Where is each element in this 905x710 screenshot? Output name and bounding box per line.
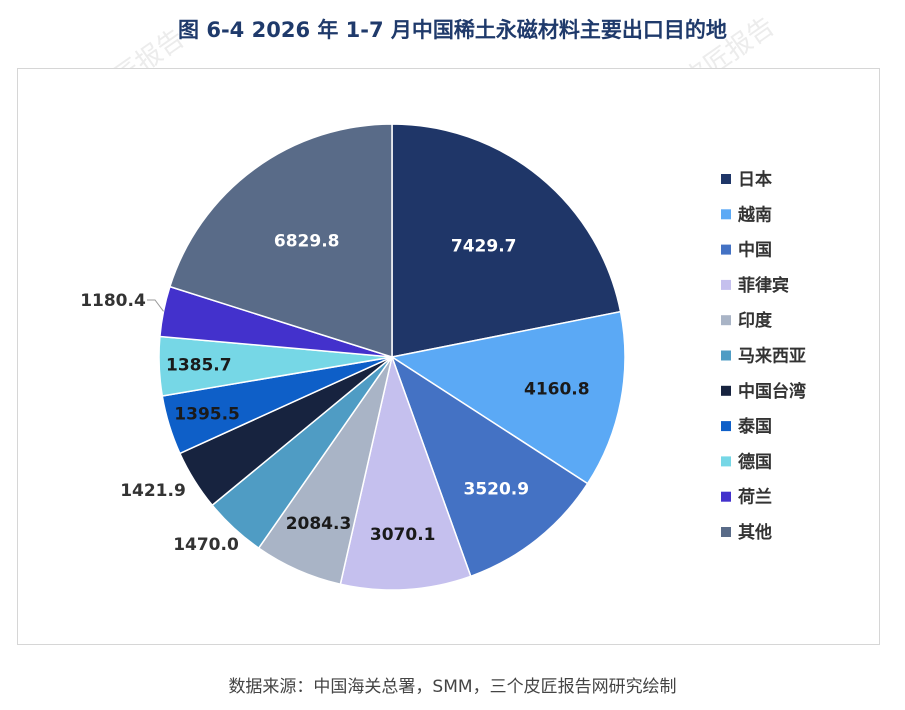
data-label: 2084.3 — [286, 514, 352, 534]
data-label: 3520.9 — [463, 479, 529, 499]
legend-swatch — [721, 385, 731, 396]
pie-slice-4 — [339, 354, 472, 591]
data-label: 3070.1 — [370, 525, 436, 545]
legend-swatch — [721, 209, 731, 220]
legend-label: 泰国 — [738, 416, 772, 437]
legend-swatch — [721, 174, 731, 184]
legend-swatch — [721, 279, 731, 290]
legend-swatch — [721, 315, 731, 326]
data-label: 1395.5 — [174, 405, 240, 425]
legend-label: 日本 — [738, 169, 772, 190]
legend-label: 菲律宾 — [738, 275, 789, 296]
data-source: 数据来源：中国海关总署，SMM，三个皮匠报告网研究绘制 — [228, 677, 677, 697]
legend-label: 荷兰 — [738, 487, 772, 508]
pie-slice-11 — [168, 123, 393, 359]
legend-swatch — [721, 456, 731, 467]
legend-swatch — [721, 244, 731, 255]
pie-chart: 7429.7 4160.8 3520.9 3070.1 2084.3 1470.0 1421… — [80, 123, 806, 591]
data-label: 4160.8 — [524, 380, 590, 400]
data-label: 1421.9 — [120, 481, 186, 501]
legend-swatch — [721, 421, 731, 432]
legend-label: 印度 — [738, 310, 773, 331]
data-label: 1385.7 — [166, 356, 232, 376]
legend-swatch — [721, 491, 731, 502]
pie-slice-1 — [391, 123, 622, 358]
legend-label: 德国 — [738, 451, 772, 472]
data-label: 1180.4 — [80, 291, 146, 311]
chart-frame: 7429.7 4160.8 3520.9 3070.1 2084.3 1470.0 1421… — [17, 68, 880, 645]
data-label: 1470.0 — [173, 535, 239, 555]
legend-swatch — [721, 527, 731, 537]
pie-slice-2 — [390, 310, 626, 485]
legend-label: 马来西亚 — [738, 346, 806, 367]
legend-swatch — [721, 350, 731, 361]
data-label: 6829.8 — [274, 231, 340, 251]
legend-label: 越南 — [737, 204, 772, 225]
chart-title: 图 6-4 2026 年 1-7 月中国稀土永磁材料主要出口目的地 — [178, 18, 727, 42]
legend-label: 中国台湾 — [738, 381, 806, 402]
leader-line — [147, 299, 164, 312]
data-label: 7429.7 — [451, 236, 517, 256]
pie-slice-3 — [390, 355, 589, 578]
legend-label: 中国 — [738, 240, 772, 261]
legend-label: 其他 — [738, 522, 772, 543]
